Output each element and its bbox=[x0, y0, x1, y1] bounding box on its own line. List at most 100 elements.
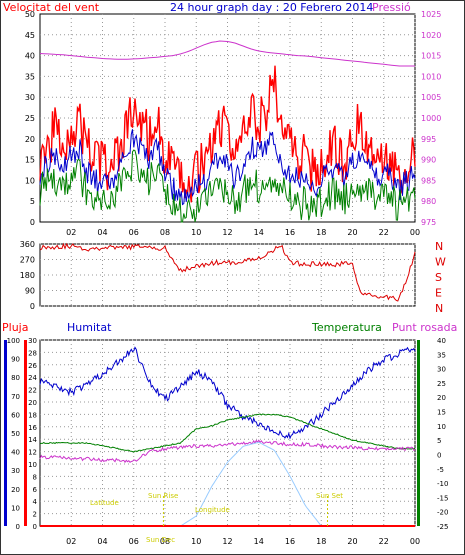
p3-ytick-temp: 40 bbox=[437, 337, 446, 345]
p3-ytick-humidity: 60 bbox=[11, 411, 20, 419]
p3-ytick-rain: 4 bbox=[33, 498, 38, 506]
direction-letter: S bbox=[435, 271, 442, 284]
p1-xtick: 10 bbox=[191, 228, 201, 237]
p3-ytick-humidity: 0 bbox=[16, 523, 20, 531]
p1-ytick-right: 1010 bbox=[421, 72, 441, 81]
p3-ytick-rain: 28 bbox=[28, 349, 37, 357]
p3-ytick-temp: 30 bbox=[437, 366, 446, 374]
temp-axis-bar bbox=[417, 340, 420, 526]
humidity-label: Humitat bbox=[67, 321, 112, 334]
p1-ytick-left: 50 bbox=[25, 10, 35, 19]
p3-ytick-humidity: 70 bbox=[11, 393, 20, 401]
p1-xtick: 16 bbox=[285, 228, 295, 237]
p1-xtick: 12 bbox=[222, 228, 232, 237]
p3-ytick-humidity: 10 bbox=[11, 504, 20, 512]
p3-ytick-humidity: 30 bbox=[11, 467, 20, 475]
p3-ytick-rain: 16 bbox=[28, 424, 37, 432]
rain-axis-bar bbox=[24, 340, 27, 526]
rain-label: Pluja bbox=[2, 321, 28, 334]
p1-xtick: 00 bbox=[410, 228, 420, 237]
series-pressure-line bbox=[39, 40, 415, 67]
dewpoint-label: Punt rosada bbox=[392, 321, 457, 334]
p3-ytick-temp: -10 bbox=[437, 480, 448, 488]
p2-ytick: 90 bbox=[25, 287, 35, 296]
p3-xtick: 12 bbox=[222, 537, 232, 546]
humidity-axis-bar bbox=[4, 340, 7, 526]
p1-ytick-left: 35 bbox=[25, 72, 35, 81]
series-gust-line bbox=[39, 65, 416, 203]
p3-ytick-rain: 0 bbox=[33, 523, 37, 531]
direction-letter: W bbox=[435, 256, 446, 269]
p1-ytick-right: 990 bbox=[421, 156, 436, 165]
p1-xtick: 06 bbox=[129, 228, 139, 237]
p3-annotation: Sun Rise bbox=[148, 492, 178, 500]
p3-xtick: 20 bbox=[347, 537, 357, 546]
wind-speed-label: Velocitat del vent bbox=[3, 1, 100, 14]
series-temperature-line bbox=[39, 413, 416, 453]
p1-ytick-right: 1005 bbox=[421, 93, 441, 102]
p3-ytick-rain: 12 bbox=[28, 449, 37, 457]
p1-xtick: 22 bbox=[379, 228, 389, 237]
p3-xtick: 04 bbox=[97, 537, 107, 546]
p3-ytick-temp: 25 bbox=[437, 380, 446, 388]
p1-ytick-right: 1020 bbox=[421, 31, 441, 40]
p3-annotation: Sun Dec bbox=[146, 536, 175, 544]
p3-xtick: 22 bbox=[379, 537, 389, 546]
p3-ytick-temp: -25 bbox=[437, 523, 448, 531]
p1-ytick-left: 15 bbox=[25, 156, 35, 165]
p3-ytick-temp: -15 bbox=[437, 494, 448, 502]
p3-ytick-rain: 24 bbox=[28, 374, 37, 382]
p3-annotation: Sun Set bbox=[316, 492, 343, 500]
p3-ytick-temp: 20 bbox=[437, 394, 446, 402]
series-dewpoint-line bbox=[39, 439, 416, 464]
chart-title: 24 hour graph day : 20 Febrero 2014 bbox=[170, 1, 373, 14]
p3-annotation: Longitude bbox=[195, 506, 230, 514]
p3-ytick-rain: 30 bbox=[28, 337, 37, 345]
p3-ytick-rain: 8 bbox=[33, 473, 37, 481]
p1-ytick-right: 975 bbox=[421, 218, 436, 227]
direction-letter: N bbox=[435, 240, 443, 253]
series-humidity-line bbox=[39, 346, 416, 440]
temperature-label: Temperatura bbox=[311, 321, 382, 334]
p1-ytick-left: 30 bbox=[25, 93, 35, 102]
p3-xtick: 14 bbox=[254, 537, 264, 546]
p3-ytick-temp: 10 bbox=[437, 423, 446, 431]
p3-ytick-rain: 22 bbox=[28, 387, 37, 395]
p3-ytick-rain: 18 bbox=[28, 411, 37, 419]
p1-xtick: 14 bbox=[254, 228, 264, 237]
p3-ytick-rain: 26 bbox=[28, 362, 37, 370]
p3-ytick-rain: 6 bbox=[33, 486, 38, 494]
pressure-label: Pressió bbox=[372, 1, 411, 14]
p3-ytick-rain: 20 bbox=[28, 399, 37, 407]
p3-xtick: 08 bbox=[160, 537, 170, 546]
wind-pressure-panel: 0510152025303540455097598098599099510001… bbox=[25, 10, 442, 237]
p1-ytick-left: 40 bbox=[25, 52, 35, 61]
p1-xtick: 04 bbox=[97, 228, 107, 237]
p3-ytick-rain: 14 bbox=[28, 436, 37, 444]
p3-xtick: 16 bbox=[285, 537, 295, 546]
p3-ytick-humidity: 100 bbox=[7, 337, 20, 345]
series-avg-line bbox=[39, 129, 416, 206]
p3-ytick-humidity: 40 bbox=[11, 449, 20, 457]
p1-ytick-right: 980 bbox=[421, 197, 436, 206]
p3-ytick-rain: 2 bbox=[33, 511, 37, 519]
p1-ytick-right: 1025 bbox=[421, 10, 441, 19]
p1-ytick-left: 20 bbox=[25, 135, 35, 144]
p3-xtick: 02 bbox=[66, 537, 76, 546]
p3-ytick-temp: 0 bbox=[437, 451, 441, 459]
p1-ytick-left: 0 bbox=[30, 218, 35, 227]
p3-ytick-temp: 15 bbox=[437, 409, 446, 417]
p2-ytick: 0 bbox=[30, 302, 35, 311]
p1-ytick-left: 45 bbox=[25, 31, 35, 40]
p3-xtick: 06 bbox=[129, 537, 139, 546]
p2-ytick: 180 bbox=[20, 271, 35, 280]
p1-xtick: 20 bbox=[347, 228, 357, 237]
p1-xtick: 08 bbox=[160, 228, 170, 237]
p3-ytick-humidity: 80 bbox=[11, 374, 20, 382]
p2-ytick: 270 bbox=[20, 256, 35, 265]
p3-xtick: 00 bbox=[410, 537, 420, 546]
p1-xtick: 18 bbox=[316, 228, 326, 237]
p2-ytick: 360 bbox=[20, 240, 35, 249]
